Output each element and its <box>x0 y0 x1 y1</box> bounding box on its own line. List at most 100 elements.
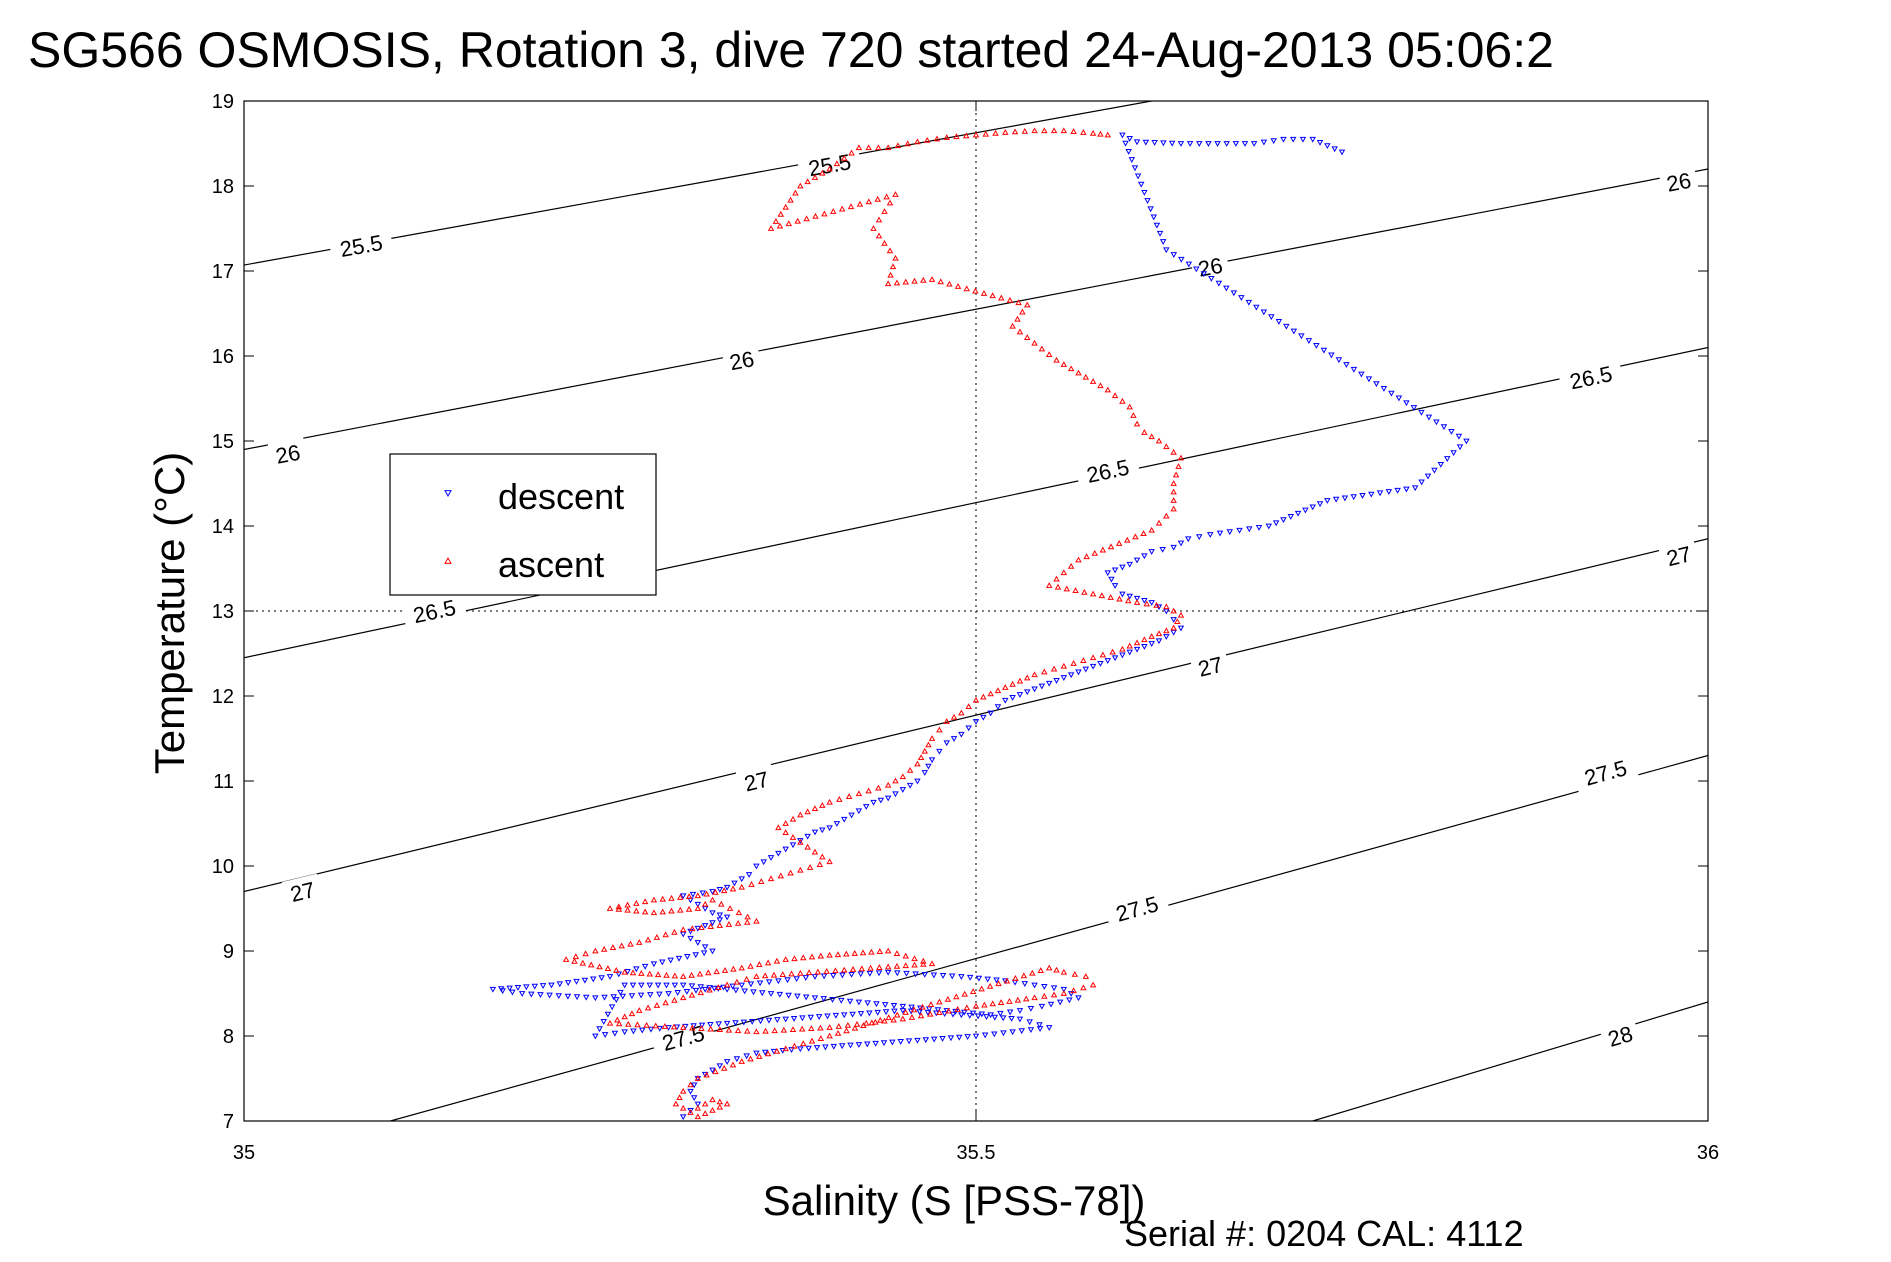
descent-point <box>866 970 874 977</box>
ascent-point <box>698 1025 705 1031</box>
ascent-point <box>933 135 941 142</box>
ascent-point <box>958 709 965 716</box>
ascent-point <box>716 1103 724 1110</box>
descent-point <box>667 957 674 964</box>
descent-point <box>964 1034 971 1041</box>
descent-point <box>1214 141 1221 147</box>
descent-point <box>1036 1026 1044 1032</box>
ascent-point <box>1155 437 1163 444</box>
ascent-point <box>799 954 807 961</box>
ascent-point <box>1070 659 1077 666</box>
ascent-point <box>1107 593 1114 600</box>
ascent-point <box>989 292 996 299</box>
ascent-point <box>881 239 888 246</box>
descent-point <box>694 1101 702 1108</box>
density-contour-label: 25.5 <box>328 226 394 263</box>
ascent-point <box>621 1013 628 1020</box>
ascent-point <box>1177 611 1185 618</box>
descent-point <box>921 971 929 978</box>
ascent-point <box>980 693 987 700</box>
ascent-point <box>1170 624 1177 631</box>
descent-point <box>1328 352 1335 359</box>
ascent-point <box>663 971 670 978</box>
descent-point <box>1320 347 1328 354</box>
descent-point <box>1119 132 1126 139</box>
ascent-point <box>1089 378 1097 384</box>
ascent-point <box>804 178 811 185</box>
descent-point <box>701 906 709 912</box>
descent-point <box>747 981 755 988</box>
ascent-point <box>963 285 970 292</box>
ascent-point <box>892 191 899 197</box>
descent-point <box>782 1016 789 1023</box>
descent-point <box>889 1039 896 1046</box>
ascent-point <box>764 1050 772 1057</box>
descent-point <box>993 977 1000 984</box>
ascent-point <box>734 919 742 926</box>
ascent-point <box>782 1045 789 1052</box>
ascent-point <box>826 1024 833 1030</box>
descent-point <box>838 997 845 1004</box>
ascent-point <box>972 131 980 138</box>
ascent-point <box>770 971 778 978</box>
descent-point <box>740 1019 748 1026</box>
descent-point <box>775 850 782 857</box>
ascent-point <box>720 1064 728 1071</box>
contour-label-text: 27 <box>1196 652 1226 682</box>
descent-point <box>1075 669 1082 676</box>
descent-point <box>1425 414 1433 421</box>
descent-point <box>1038 1003 1046 1010</box>
descent-point <box>701 944 709 951</box>
ascent-point <box>1075 556 1082 563</box>
descent-point <box>1036 1022 1043 1029</box>
ascent-point <box>1132 533 1139 540</box>
ascent-point <box>707 923 714 929</box>
ascent-point <box>944 995 952 1002</box>
descent-point <box>958 731 965 738</box>
descent-point <box>1302 507 1309 514</box>
descent-point <box>654 982 662 989</box>
descent-point <box>1373 381 1380 388</box>
contour-label-bg <box>1658 164 1699 197</box>
descent-point <box>1131 165 1139 172</box>
ascent-point <box>1054 583 1062 590</box>
ascent-point <box>1163 603 1170 610</box>
ascent-point <box>893 279 901 286</box>
descent-point <box>611 1030 619 1037</box>
descent-point <box>1111 655 1119 662</box>
descent-point <box>687 935 694 942</box>
ascent-point <box>954 283 962 289</box>
descent-point <box>656 1025 664 1032</box>
descent-point <box>1160 140 1167 147</box>
descent-point <box>1335 357 1343 364</box>
ascent-point <box>883 193 890 200</box>
ascent-point <box>753 1028 760 1035</box>
ascent-point <box>633 907 640 914</box>
ascent-point <box>1020 972 1028 979</box>
ascent-point <box>646 970 653 977</box>
ascent-point <box>662 931 669 938</box>
density-contours <box>244 101 1708 1121</box>
ascent-point <box>685 905 693 912</box>
ascent-point <box>914 760 921 767</box>
contour-label-text: 27 <box>742 766 772 796</box>
descent-point <box>1215 280 1223 287</box>
ascent-point <box>779 971 787 978</box>
ascent-point <box>794 217 801 224</box>
y-tick-label: 18 <box>212 176 234 198</box>
descent-point <box>1223 141 1230 147</box>
descent-point <box>1026 1019 1033 1026</box>
descent-point <box>1403 400 1410 407</box>
density-contour-line <box>1312 1001 1708 1121</box>
descent-point <box>765 979 773 986</box>
descent-point <box>899 787 907 793</box>
descent-point <box>564 993 572 1000</box>
descent-point <box>797 1046 804 1053</box>
ascent-point <box>1119 397 1126 404</box>
descent-point <box>748 1019 756 1025</box>
descent-point <box>692 952 699 959</box>
ascent-point <box>1080 657 1087 664</box>
descent-point <box>855 1042 863 1048</box>
descent-point <box>697 984 705 991</box>
descent-point <box>1021 981 1029 988</box>
